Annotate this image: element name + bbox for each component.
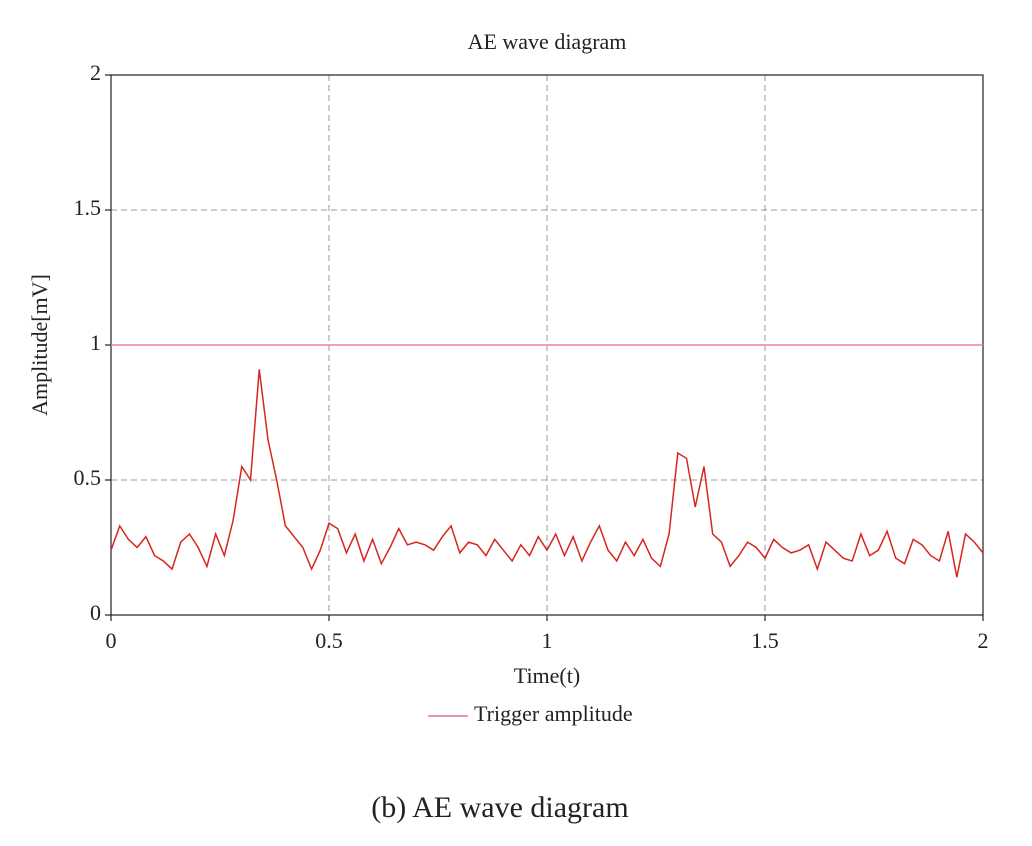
y-tick-label: 0 — [90, 600, 101, 625]
y-tick-label: 1 — [90, 330, 101, 355]
y-axis-label: Amplitude[mV] — [27, 274, 52, 416]
x-tick-label: 1 — [542, 628, 553, 653]
legend-label: Trigger amplitude — [474, 701, 633, 726]
chart-title: AE wave diagram — [468, 29, 627, 54]
x-axis-label: Time(t) — [514, 663, 580, 688]
y-tick-label: 1.5 — [74, 195, 102, 220]
caption: (b) AE wave diagram — [371, 791, 628, 824]
x-tick-label: 0 — [106, 628, 117, 653]
x-tick-label: 0.5 — [315, 628, 343, 653]
y-tick-label: 0.5 — [74, 465, 102, 490]
y-tick-label: 2 — [90, 60, 101, 85]
x-tick-label: 1.5 — [751, 628, 779, 653]
series-line — [110, 369, 984, 578]
x-tick-label: 2 — [978, 628, 989, 653]
